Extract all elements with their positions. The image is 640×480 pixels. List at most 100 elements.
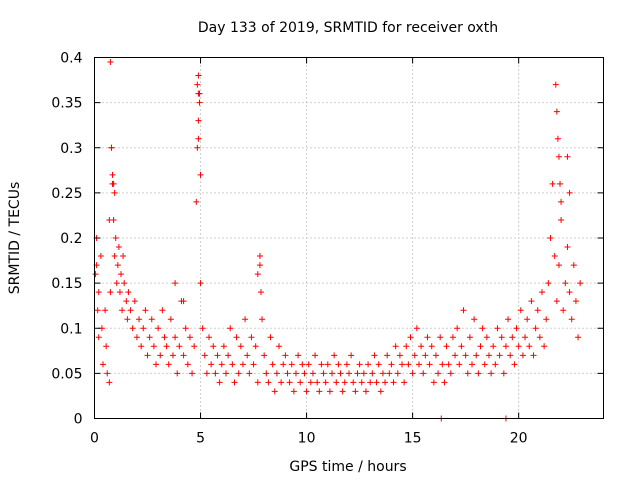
data-point — [244, 352, 251, 359]
data-point — [161, 334, 168, 341]
data-point — [176, 343, 183, 350]
data-point — [405, 361, 412, 368]
data-point — [242, 316, 249, 323]
data-point — [118, 271, 125, 278]
data-point — [331, 352, 338, 359]
data-point — [111, 253, 118, 260]
data-point — [195, 90, 202, 97]
data-point — [473, 352, 480, 359]
data-point — [564, 153, 571, 160]
data-point — [445, 361, 452, 368]
data-point — [169, 352, 176, 359]
data-point — [541, 343, 548, 350]
data-point — [119, 307, 126, 314]
data-point — [509, 334, 516, 341]
data-point — [133, 334, 140, 341]
data-point — [123, 298, 130, 305]
data-point — [352, 388, 359, 395]
data-point — [233, 334, 240, 341]
data-point — [195, 117, 202, 124]
data-point — [490, 343, 497, 350]
data-point — [248, 334, 255, 341]
data-point — [153, 361, 160, 368]
data-point — [112, 235, 119, 241]
data-point — [214, 352, 221, 359]
data-point — [577, 280, 584, 287]
data-point — [99, 361, 106, 368]
data-point — [216, 379, 223, 386]
x-tick-label: 10 — [298, 431, 316, 447]
data-point — [144, 352, 151, 359]
data-point — [108, 144, 115, 151]
data-point — [415, 361, 422, 368]
data-point — [297, 379, 304, 386]
data-point — [120, 253, 127, 260]
data-point — [201, 352, 208, 359]
data-point — [104, 370, 111, 377]
data-point — [409, 370, 416, 377]
data-point — [558, 198, 565, 205]
data-point — [184, 361, 191, 368]
data-point — [528, 298, 535, 305]
data-point — [560, 307, 567, 314]
data-point — [555, 262, 562, 269]
data-point — [335, 361, 342, 368]
data-point — [231, 379, 238, 386]
data-point — [316, 388, 323, 395]
data-point — [159, 307, 166, 314]
data-point — [426, 361, 433, 368]
data-point — [411, 352, 418, 359]
data-point — [227, 325, 234, 332]
data-point — [246, 370, 253, 377]
data-point — [337, 370, 344, 377]
data-point — [566, 289, 573, 296]
data-point — [341, 379, 348, 386]
data-point — [259, 316, 266, 323]
data-point — [195, 72, 202, 79]
data-point — [301, 370, 308, 377]
chart-title: Day 133 of 2019, SRMTID for receiver oxt… — [198, 20, 498, 36]
x-tick-label: 20 — [510, 431, 528, 447]
data-point — [92, 271, 99, 278]
data-point — [401, 379, 408, 386]
data-point — [379, 370, 386, 377]
data-point — [163, 343, 170, 350]
data-point — [180, 298, 187, 305]
data-point — [276, 343, 283, 350]
y-tick-label: 0.3 — [60, 141, 82, 157]
data-point — [396, 352, 403, 359]
data-point — [282, 352, 289, 359]
data-point — [394, 370, 401, 377]
data-point — [554, 135, 561, 142]
data-point — [288, 361, 295, 368]
data-point — [309, 370, 316, 377]
data-point — [189, 370, 196, 377]
data-point — [494, 325, 501, 332]
data-point — [305, 361, 312, 368]
data-point — [271, 388, 278, 395]
data-point — [140, 325, 147, 332]
data-point — [488, 370, 495, 377]
data-point — [95, 334, 102, 341]
data-point — [519, 352, 526, 359]
data-point — [365, 361, 372, 368]
data-point — [422, 352, 429, 359]
data-point — [254, 379, 261, 386]
data-point — [197, 171, 204, 178]
data-point — [165, 361, 172, 368]
data-point — [124, 316, 131, 323]
data-point — [570, 262, 577, 269]
data-point — [237, 343, 244, 350]
data-point — [356, 361, 363, 368]
data-point — [496, 352, 503, 359]
data-point — [107, 289, 114, 296]
data-point — [407, 334, 414, 341]
data-point — [138, 343, 145, 350]
data-point — [167, 316, 174, 323]
data-point — [566, 189, 573, 196]
data-point — [362, 388, 369, 395]
x-tick-label: 15 — [404, 431, 422, 447]
data-point — [269, 361, 276, 368]
data-point — [212, 370, 219, 377]
data-point — [194, 81, 201, 88]
